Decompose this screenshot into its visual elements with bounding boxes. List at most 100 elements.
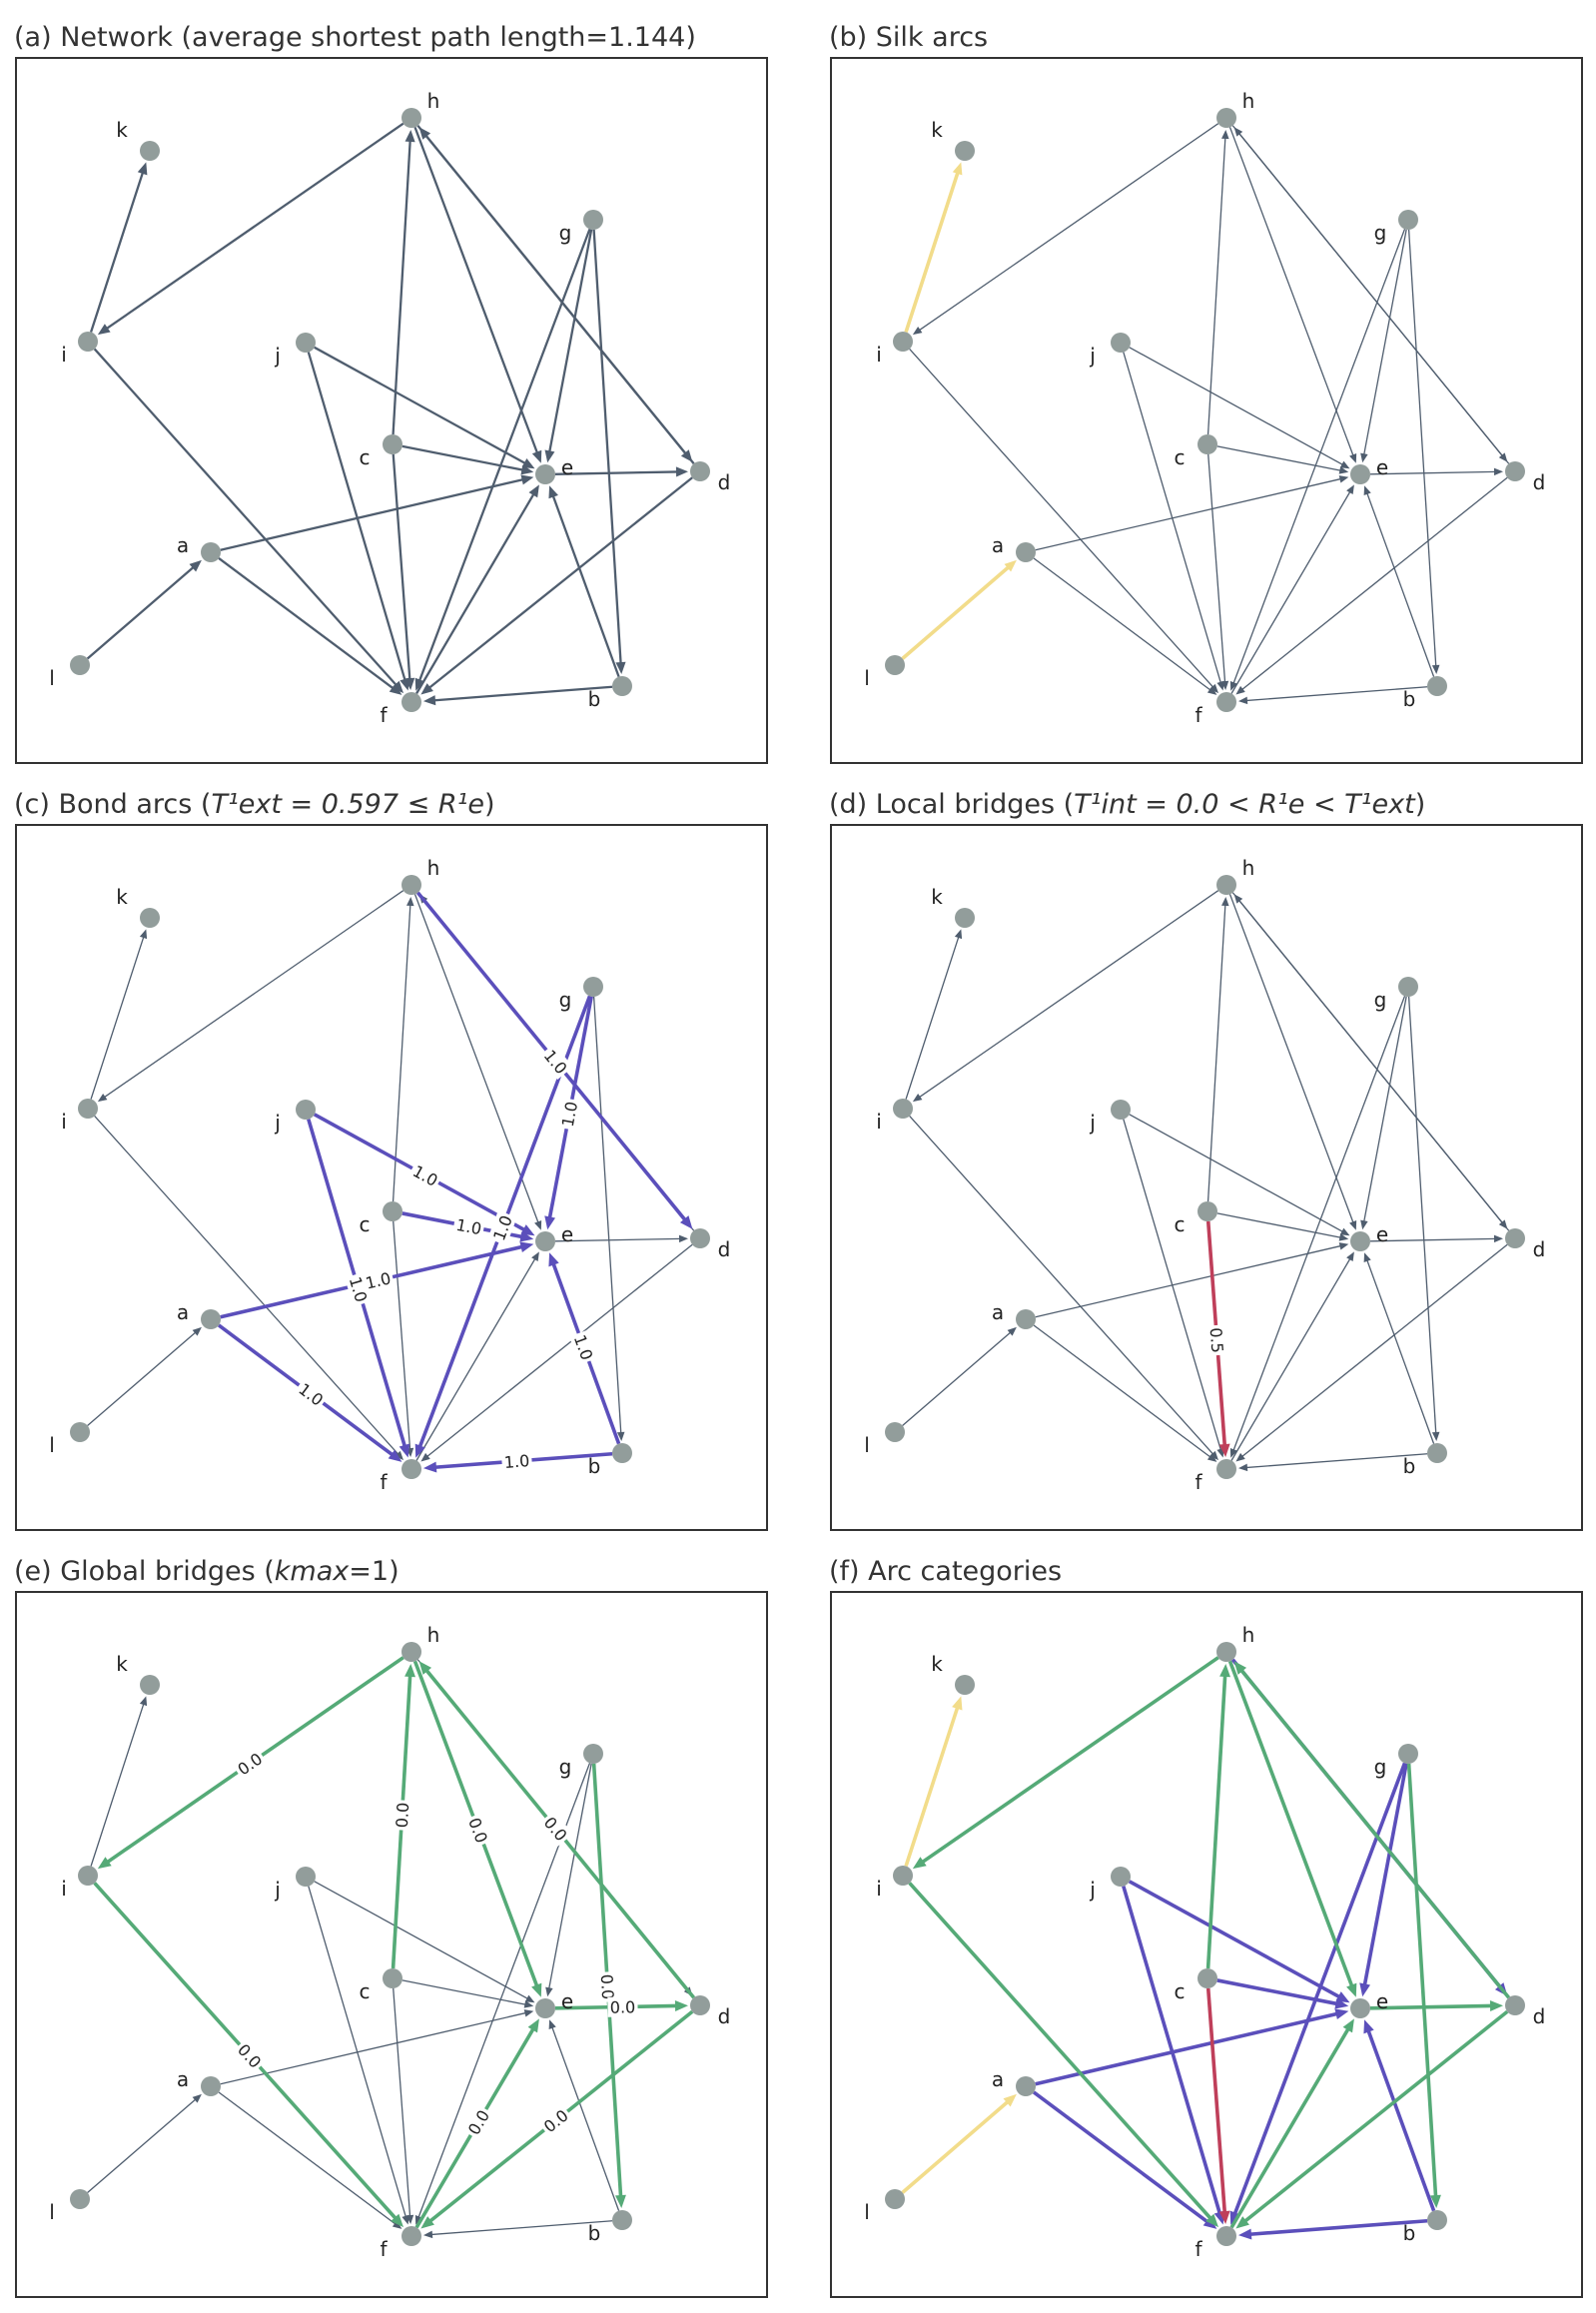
arc-weight-label: 1.0 xyxy=(451,1213,486,1239)
arcs xyxy=(86,122,695,706)
arrowhead xyxy=(189,559,202,572)
arrowhead xyxy=(531,1251,539,1262)
arc-h-e xyxy=(1228,894,1357,1230)
arc-line xyxy=(1228,894,1354,1224)
node-label: e xyxy=(561,455,573,479)
panel-c: (c) Bond arcs (T¹ext = 0.597 ≤ R¹e)1.01.… xyxy=(14,789,768,1531)
arc-line xyxy=(1129,347,1344,466)
arrowhead xyxy=(404,129,415,143)
arrowhead xyxy=(1431,1431,1440,1442)
arc-h-i xyxy=(97,890,404,1103)
node-marker xyxy=(1197,1968,1217,1988)
node-label: i xyxy=(61,1877,67,1901)
arrowhead xyxy=(1339,460,1350,469)
arrowhead xyxy=(422,695,436,706)
node-label: l xyxy=(864,1433,870,1457)
arrowhead xyxy=(1359,1982,1370,1997)
arc-a-e xyxy=(1035,475,1349,551)
node-marker xyxy=(296,1867,316,1887)
weight-label-bg xyxy=(556,1097,582,1132)
arc-j-e xyxy=(1129,1114,1350,1236)
panel-title-f: (f) Arc categories xyxy=(829,1556,1062,1587)
node-marker xyxy=(1016,542,1036,562)
arc-i-f xyxy=(909,349,1218,694)
arrowhead xyxy=(1209,683,1218,694)
node-label: c xyxy=(360,1212,371,1236)
node-f: f xyxy=(1195,692,1236,727)
arrowhead xyxy=(1218,1443,1230,1458)
arc-l-a xyxy=(87,1326,202,1426)
arc-j-e xyxy=(1128,1880,1350,2003)
arc-line xyxy=(904,1706,960,1868)
arrowhead xyxy=(420,683,433,695)
arrowhead xyxy=(1342,2018,1354,2033)
arrowhead xyxy=(1360,452,1368,463)
arc-line xyxy=(1227,1660,1354,1988)
node-b: b xyxy=(1403,676,1447,711)
node-label: b xyxy=(1403,1454,1416,1478)
arc-line xyxy=(1123,1119,1222,1451)
arc-h-e xyxy=(1228,127,1357,463)
arc-line xyxy=(1205,1674,1227,1969)
arc-line xyxy=(86,565,196,660)
node-label: i xyxy=(876,343,882,367)
arc-g-b xyxy=(1407,229,1440,675)
arrowhead xyxy=(422,2230,433,2239)
arc-weight-label: 1.0 xyxy=(407,1159,443,1191)
panel-d: (d) Local bridges (T¹int = 0.0 < R¹e < T… xyxy=(829,789,1583,1531)
arrowhead xyxy=(952,162,963,176)
arrowhead xyxy=(1235,1452,1245,1462)
node-e: e xyxy=(535,1989,573,2018)
node-g: g xyxy=(559,210,603,245)
node-h: h xyxy=(401,856,439,895)
node-label: c xyxy=(1175,1979,1186,2003)
arrowhead xyxy=(523,2000,534,2008)
node-marker xyxy=(690,461,710,481)
arrowhead xyxy=(1233,894,1243,904)
arc-c-f xyxy=(1207,453,1229,691)
arc-line xyxy=(1128,1880,1341,1999)
arc-line xyxy=(1216,445,1342,471)
node-label: c xyxy=(1175,1212,1186,1236)
node-marker xyxy=(583,210,603,230)
arc-line xyxy=(1123,352,1222,684)
arc-b-f xyxy=(1237,1453,1428,1472)
arrowhead xyxy=(615,661,626,675)
node-l: l xyxy=(864,1422,905,1457)
arc-line xyxy=(1369,1237,1497,1242)
arc-line xyxy=(1035,1244,1342,1318)
arrowhead xyxy=(520,1224,535,1236)
arrowhead xyxy=(1493,1234,1504,1243)
node-h: h xyxy=(401,89,439,128)
weight-label-bg xyxy=(451,1213,486,1239)
arc-d-f xyxy=(1235,2009,1509,2229)
arc-line xyxy=(1240,476,1508,691)
arcs xyxy=(901,123,1510,705)
node-marker xyxy=(612,2210,632,2230)
node-label: e xyxy=(561,1222,573,1246)
arc-line xyxy=(93,348,399,687)
node-marker xyxy=(1197,1201,1217,1221)
node-k: k xyxy=(931,118,975,161)
node-marker xyxy=(401,1459,421,1479)
arc-a-f xyxy=(1033,1324,1217,1462)
node-l: l xyxy=(49,1422,90,1457)
arrowhead xyxy=(1233,1661,1247,1675)
node-d: d xyxy=(1505,1228,1545,1261)
arc-line xyxy=(413,126,539,454)
arc-h-i xyxy=(912,1656,1219,1870)
arc-line xyxy=(1244,1453,1428,1469)
arc-h-e xyxy=(413,126,542,463)
arc-g-f xyxy=(1229,996,1406,1458)
node-label: j xyxy=(274,1878,281,1902)
arc-line xyxy=(920,1656,1219,1865)
node-marker xyxy=(1505,1228,1525,1248)
panel-frame xyxy=(830,1591,1583,2298)
arrowhead xyxy=(97,1093,108,1103)
arc-line xyxy=(1230,490,1351,694)
arc-b-e xyxy=(548,485,620,677)
arc-h-i: 0.0 xyxy=(97,1656,404,1870)
nodes: a b c d e f g h i j k l xyxy=(864,1623,1545,2261)
arrowhead xyxy=(1206,1453,1217,1462)
arrowhead xyxy=(545,1986,553,1997)
